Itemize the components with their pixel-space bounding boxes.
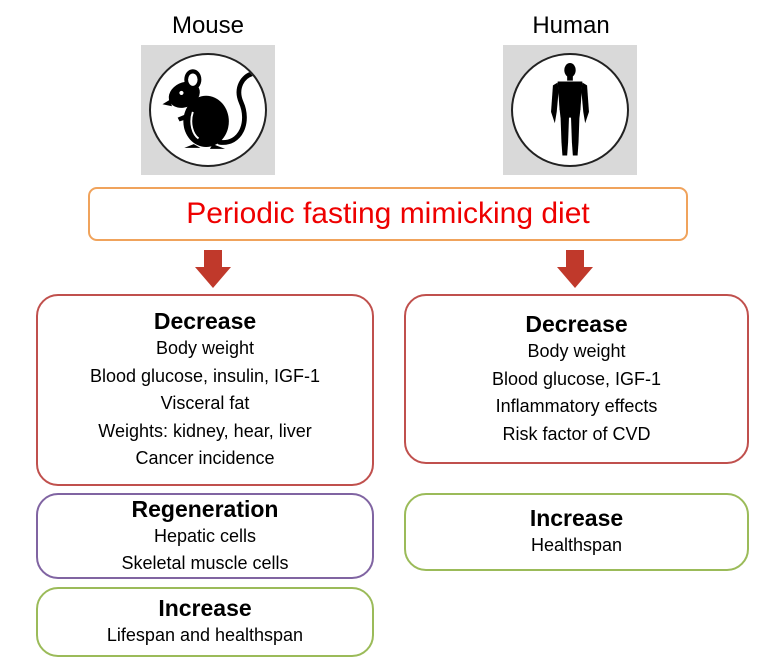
list-item: Blood glucose, IGF-1 (491, 368, 662, 389)
human-increase-heading: Increase (529, 505, 624, 532)
human-down-arrow-icon (555, 250, 595, 290)
list-item: Healthspan (530, 535, 623, 556)
human-decrease-heading: Decrease (525, 311, 628, 337)
list-item: Body weight (155, 338, 255, 359)
list-item: Weights: kidney, hear, liver (98, 420, 312, 441)
list-item: Inflammatory effects (495, 396, 658, 416)
list-item: Hepatic cells (153, 525, 257, 546)
mouse-down-arrow-icon (193, 250, 233, 290)
list-item: Cancer incidence (135, 448, 275, 469)
list-item: Skeletal muscle cells (121, 553, 289, 573)
list-item: Risk factor of CVD (502, 423, 651, 444)
mouse-regeneration-box: Regeneration Hepatic cells Skeletal musc… (36, 493, 374, 579)
list-item: Lifespan and healthspan (106, 625, 304, 646)
mouse-icon (149, 53, 267, 167)
human-decrease-list: Body weight Blood glucose, IGF-1 Inflamm… (406, 338, 747, 448)
mouse-increase-heading: Increase (158, 595, 252, 622)
human-icon-tile (503, 45, 637, 175)
human-figure-icon (511, 53, 629, 167)
list-item: Body weight (527, 341, 626, 361)
human-decrease-box: Decrease Body weight Blood glucose, IGF-… (404, 294, 749, 464)
human-increase-box: Increase Healthspan (404, 493, 749, 571)
mouse-regeneration-heading: Regeneration (131, 495, 279, 522)
mouse-title: Mouse (171, 12, 245, 39)
mouse-decrease-box: Decrease Body weight Blood glucose, insu… (36, 294, 374, 486)
mouse-decrease-heading: Decrease (153, 308, 257, 335)
list-item: Visceral fat (160, 393, 250, 414)
diet-label: Periodic fasting mimicking diet (186, 197, 590, 230)
human-increase-list: Healthspan (406, 532, 747, 560)
mouse-decrease-list: Body weight Blood glucose, insulin, IGF-… (38, 335, 372, 473)
mouse-increase-list: Lifespan and healthspan (38, 622, 372, 650)
list-item: Blood glucose, insulin, IGF-1 (89, 365, 321, 386)
mouse-icon-tile (141, 45, 275, 175)
mouse-increase-box: Increase Lifespan and healthspan (36, 587, 374, 657)
mouse-regeneration-list: Hepatic cells Skeletal muscle cells (38, 523, 372, 578)
human-title: Human (532, 12, 610, 39)
diet-box: Periodic fasting mimicking diet (88, 187, 688, 241)
